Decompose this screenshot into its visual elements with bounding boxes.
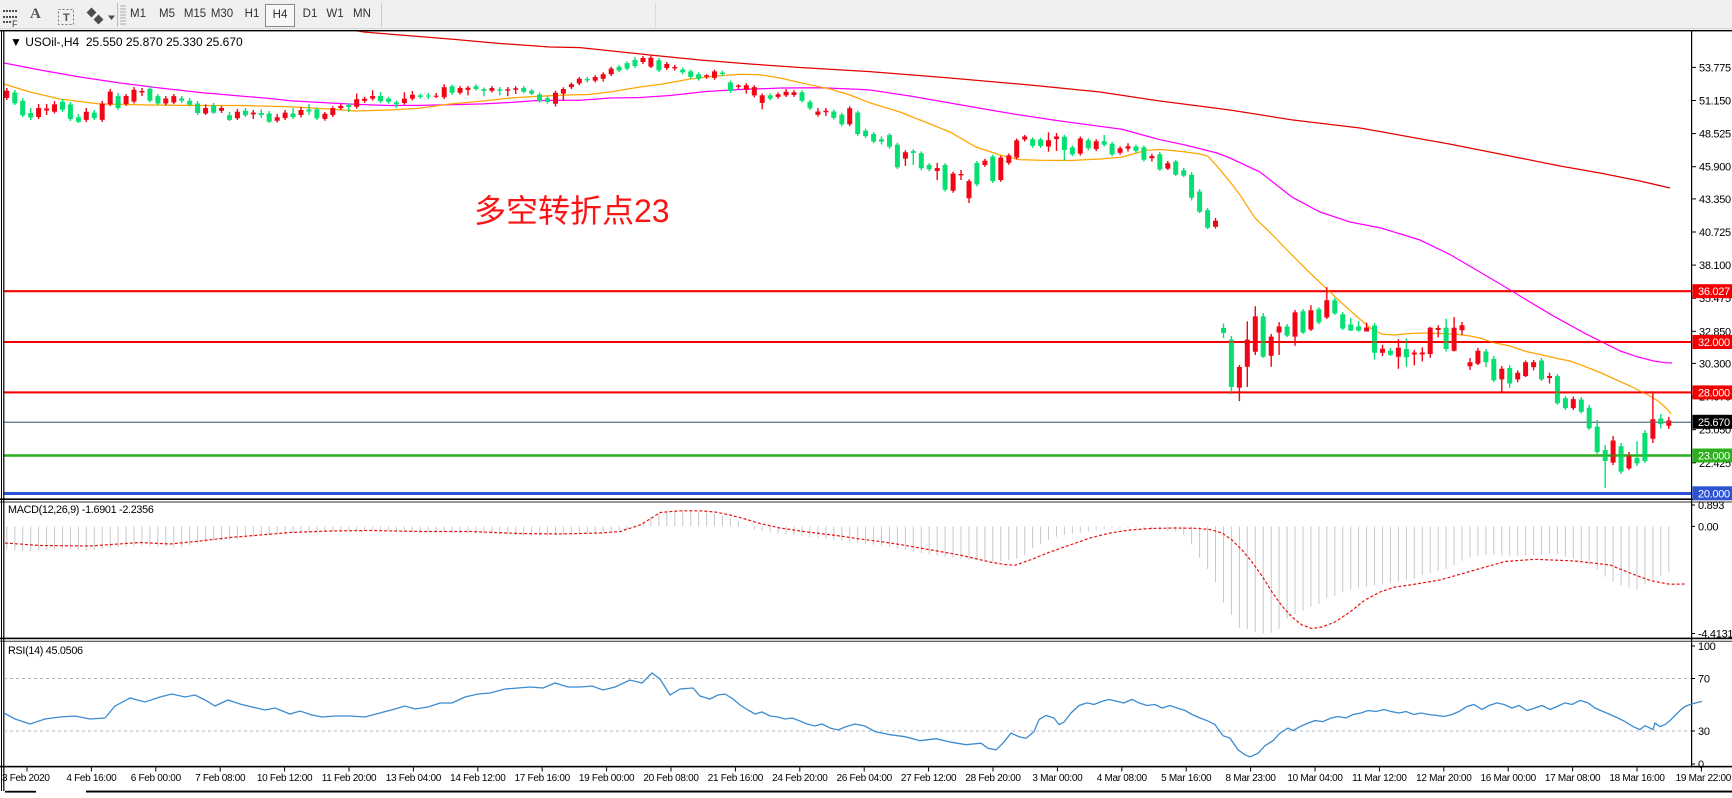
svg-text:53.775: 53.775 xyxy=(1699,62,1731,74)
svg-text:23.000: 23.000 xyxy=(1698,451,1730,463)
svg-text:100: 100 xyxy=(1698,641,1716,653)
svg-text:5 Mar 16:00: 5 Mar 16:00 xyxy=(1161,773,1212,784)
svg-text:38.100: 38.100 xyxy=(1699,260,1731,272)
svg-text:3 Mar 00:00: 3 Mar 00:00 xyxy=(1032,773,1083,784)
svg-text:▼ USOil-,H4 25.550 25.870 25.: ▼ USOil-,H4 25.550 25.870 25.330 25.670 xyxy=(10,35,243,49)
svg-text:43.350: 43.350 xyxy=(1699,194,1731,206)
svg-text:10 Mar 04:00: 10 Mar 04:00 xyxy=(1287,773,1343,784)
svg-text:25.670: 25.670 xyxy=(1698,417,1730,429)
svg-text:70: 70 xyxy=(1698,674,1710,686)
svg-text:51.150: 51.150 xyxy=(1699,96,1731,108)
svg-text:3 Feb 2020: 3 Feb 2020 xyxy=(2,773,50,784)
svg-text:30: 30 xyxy=(1698,726,1710,738)
svg-text:11 Feb 20:00: 11 Feb 20:00 xyxy=(322,773,377,784)
svg-text:17 Mar 08:00: 17 Mar 08:00 xyxy=(1545,773,1601,784)
svg-text:19 Feb 00:00: 19 Feb 00:00 xyxy=(579,773,635,784)
svg-text:多空转折点23: 多空转折点23 xyxy=(474,193,670,229)
svg-text:45.900: 45.900 xyxy=(1699,162,1731,174)
svg-text:28.000: 28.000 xyxy=(1698,387,1730,399)
svg-text:48.525: 48.525 xyxy=(1699,129,1731,141)
svg-text:18 Mar 16:00: 18 Mar 16:00 xyxy=(1609,773,1665,784)
svg-text:4 Mar 08:00: 4 Mar 08:00 xyxy=(1097,773,1148,784)
svg-text:0.00: 0.00 xyxy=(1698,521,1718,533)
svg-text:40.725: 40.725 xyxy=(1699,227,1731,239)
svg-text:-4.4131: -4.4131 xyxy=(1698,629,1732,641)
svg-text:20.000: 20.000 xyxy=(1698,488,1730,500)
svg-text:27 Feb 12:00: 27 Feb 12:00 xyxy=(901,773,957,784)
svg-text:32.000: 32.000 xyxy=(1698,337,1730,349)
svg-text:14 Feb 12:00: 14 Feb 12:00 xyxy=(450,773,506,784)
svg-text:30.300: 30.300 xyxy=(1699,358,1731,370)
svg-text:7 Feb 08:00: 7 Feb 08:00 xyxy=(195,773,246,784)
svg-text:36.027: 36.027 xyxy=(1698,286,1730,298)
svg-text:6 Feb 00:00: 6 Feb 00:00 xyxy=(131,773,182,784)
svg-text:4 Feb 16:00: 4 Feb 16:00 xyxy=(66,773,117,784)
svg-text:17 Feb 16:00: 17 Feb 16:00 xyxy=(515,773,571,784)
svg-text:0.893: 0.893 xyxy=(1698,500,1724,512)
svg-text:13 Feb 04:00: 13 Feb 04:00 xyxy=(386,773,442,784)
svg-text:20 Feb 08:00: 20 Feb 08:00 xyxy=(643,773,699,784)
svg-text:19 Mar 22:00: 19 Mar 22:00 xyxy=(1676,773,1732,784)
svg-text:24 Feb 20:00: 24 Feb 20:00 xyxy=(772,773,828,784)
svg-text:26 Feb 04:00: 26 Feb 04:00 xyxy=(837,773,893,784)
svg-text:28 Feb 20:00: 28 Feb 20:00 xyxy=(965,773,1021,784)
svg-text:RSI(14) 45.0506: RSI(14) 45.0506 xyxy=(8,645,83,657)
svg-text:12 Mar 20:00: 12 Mar 20:00 xyxy=(1416,773,1472,784)
svg-text:21 Feb 16:00: 21 Feb 16:00 xyxy=(708,773,764,784)
svg-text:8 Mar 23:00: 8 Mar 23:00 xyxy=(1226,773,1277,784)
svg-text:11 Mar 12:00: 11 Mar 12:00 xyxy=(1352,773,1407,784)
svg-text:16 Mar 00:00: 16 Mar 00:00 xyxy=(1481,773,1537,784)
svg-text:10 Feb 12:00: 10 Feb 12:00 xyxy=(257,773,313,784)
svg-text:MACD(12,26,9) -1.6901 -2.2356: MACD(12,26,9) -1.6901 -2.2356 xyxy=(8,504,154,516)
